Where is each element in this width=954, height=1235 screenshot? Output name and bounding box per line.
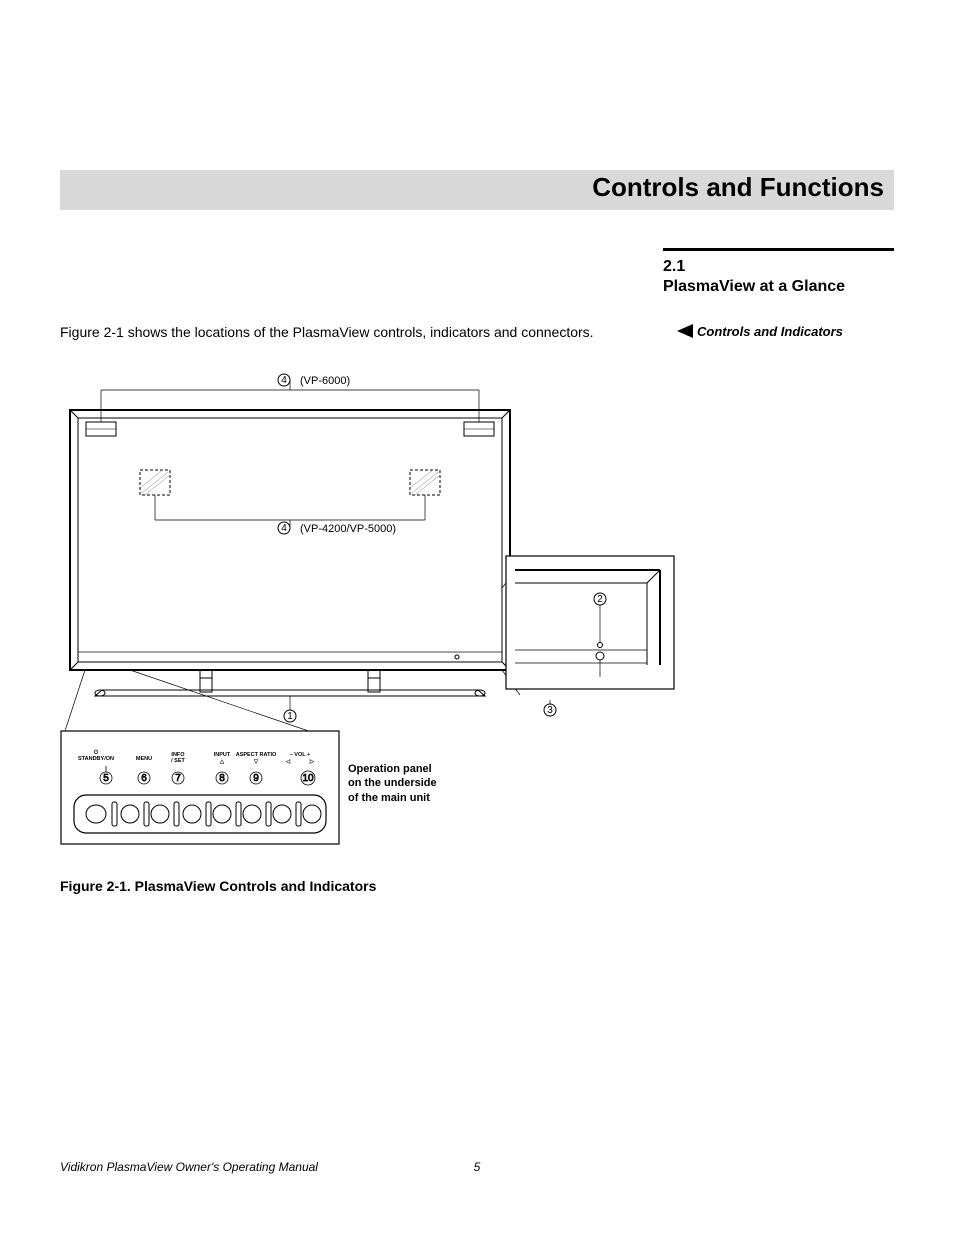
svg-text:3: 3 (547, 705, 553, 716)
svg-text:5: 5 (103, 773, 109, 784)
svg-text:◁: ◁ (285, 758, 291, 765)
svg-text:4: 4 (281, 375, 287, 386)
svg-text:⏻: ⏻ (94, 749, 99, 756)
svg-text:▽: ▽ (253, 759, 259, 765)
callout-3: 3 (540, 700, 560, 725)
svg-text:8: 8 (219, 773, 225, 784)
svg-text:▷: ▷ (309, 758, 315, 765)
svg-text:10: 10 (302, 773, 314, 784)
svg-text:(VP-6000): (VP-6000) (300, 375, 350, 387)
section-number: 2.1 (663, 258, 685, 276)
footer-page-number: 5 (0, 1160, 954, 1174)
section-name: PlasmaView at a Glance (663, 278, 845, 296)
svg-text:7: 7 (175, 773, 181, 784)
svg-text:1: 1 (287, 711, 293, 722)
intro-text: Figure 2-1 shows the locations of the Pl… (60, 324, 640, 340)
svg-text:STANDBY/ON: STANDBY/ON (78, 756, 114, 762)
svg-text:2: 2 (597, 594, 603, 605)
corner-inset: 2 (505, 555, 675, 690)
page-title: Controls and Functions (592, 172, 884, 203)
side-arrow-icon (677, 324, 693, 338)
svg-text:ASPECT RATIO: ASPECT RATIO (236, 752, 277, 758)
figure-caption: Figure 2-1. PlasmaView Controls and Indi… (60, 878, 376, 894)
svg-text:6: 6 (141, 773, 147, 784)
op-panel-caption: Operation panelon the undersideof the ma… (348, 762, 437, 805)
title-bar: Controls and Functions (60, 170, 894, 210)
svg-text:MENU: MENU (136, 756, 152, 762)
svg-text:INPUT: INPUT (214, 752, 231, 758)
svg-text:/ SET: / SET (171, 758, 185, 764)
side-subheading: Controls and Indicators (697, 324, 843, 339)
svg-text:9: 9 (253, 773, 259, 784)
section-rule (663, 248, 894, 251)
svg-text:– VOL +: – VOL + (290, 752, 311, 758)
svg-text:△: △ (219, 758, 225, 765)
svg-text:4: 4 (281, 523, 287, 534)
svg-text:(VP-4200/VP-5000): (VP-4200/VP-5000) (300, 523, 396, 535)
operation-panel: ⏻ STANDBY/ON MENU INFO / SET INPUT △ ASP… (60, 730, 340, 845)
